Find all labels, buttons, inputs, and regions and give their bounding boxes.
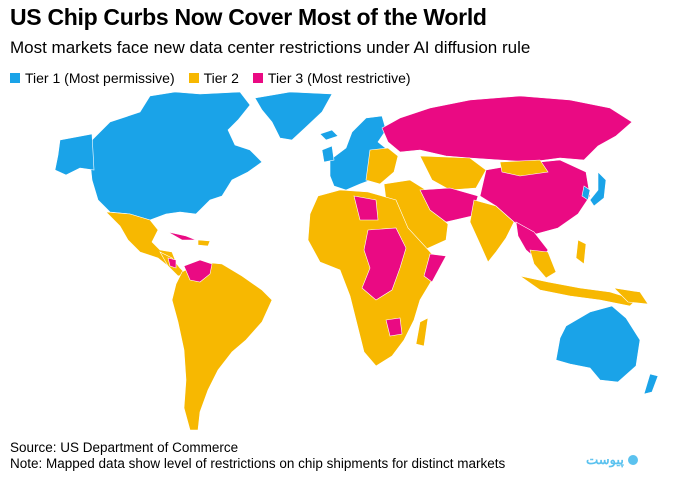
chart-subtitle: Most markets face new data center restri… xyxy=(10,38,531,57)
region-india xyxy=(469,199,515,263)
region-venezuela xyxy=(183,259,213,283)
region-central-asia xyxy=(419,155,487,191)
source-text: Source: US Department of Commerce xyxy=(10,440,239,455)
region-se-asia xyxy=(529,249,557,279)
legend-swatch-tier3 xyxy=(252,73,263,83)
region-eastern-europe xyxy=(365,147,399,185)
region-alaska xyxy=(54,133,95,176)
region-canada-us xyxy=(89,91,263,221)
legend-swatch-tier1 xyxy=(10,73,20,83)
region-greenland xyxy=(254,91,333,141)
region-korea xyxy=(581,185,591,201)
legend-label-tier2: Tier 2 xyxy=(203,70,239,86)
region-russia xyxy=(381,95,633,163)
region-mexico xyxy=(105,211,177,267)
logo-icon xyxy=(627,455,638,465)
chart-title: US Chip Curbs Now Cover Most of the Worl… xyxy=(10,4,487,30)
footnote: Source: US Department of Commerce Note: … xyxy=(10,440,505,472)
region-mongolia xyxy=(499,159,549,177)
region-zimbabwe xyxy=(385,317,403,337)
region-somalia xyxy=(423,253,447,283)
world-map xyxy=(54,91,659,431)
region-papua xyxy=(613,287,649,305)
region-australia xyxy=(555,305,641,383)
region-philippines xyxy=(575,239,587,265)
legend-item-tier1: Tier 1 (Most permissive) xyxy=(10,70,175,86)
region-nicaragua xyxy=(167,257,177,269)
region-new-zealand xyxy=(643,373,659,395)
region-madagascar xyxy=(415,317,429,347)
legend: Tier 1 (Most permissive) Tier 2 Tier 3 (… xyxy=(10,70,411,86)
region-central-africa xyxy=(361,227,407,301)
legend-swatch-tier2 xyxy=(188,73,199,83)
region-caribbean xyxy=(197,239,211,247)
region-china xyxy=(479,159,591,235)
region-libya xyxy=(353,195,379,221)
region-cuba xyxy=(167,231,197,241)
legend-label-tier1: Tier 1 (Most permissive) xyxy=(25,70,175,86)
legend-item-tier3: Tier 3 (Most restrictive) xyxy=(252,70,411,86)
region-indonesia xyxy=(519,275,637,307)
watermark-logo: پیوست xyxy=(586,452,638,468)
region-japan xyxy=(589,171,607,207)
note-text: Note: Mapped data show level of restrict… xyxy=(10,456,506,471)
legend-item-tier2: Tier 2 xyxy=(188,70,239,86)
region-uk xyxy=(321,145,335,163)
region-iceland xyxy=(319,129,339,141)
logo-text: پیوست xyxy=(586,452,624,467)
region-south-america xyxy=(171,261,273,431)
legend-label-tier3: Tier 3 (Most restrictive) xyxy=(267,70,411,86)
